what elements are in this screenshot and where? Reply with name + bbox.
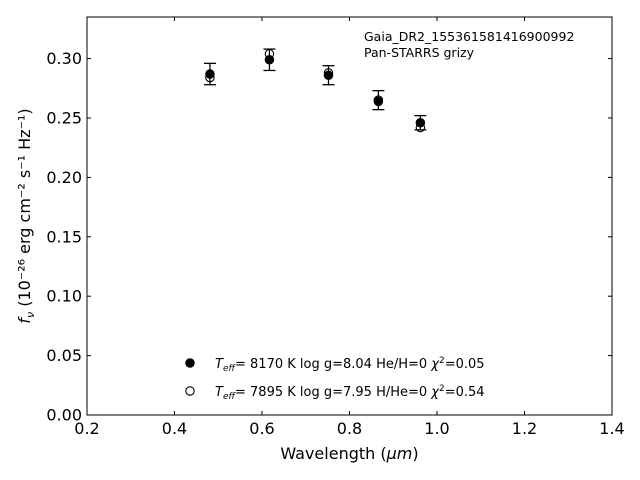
legend-entry-text: Teff= 8170 K log g=8.04 He/H=0 χ2=0.05 [215,356,485,374]
y-tick-label: 0.15 [46,227,82,246]
data-markers [205,49,426,133]
y-axis-label: fν (10⁻²⁶ erg cm⁻² s⁻¹ Hz⁻¹) [15,108,37,323]
x-tick-label: 1.2 [512,419,537,438]
plot-frame [86,16,613,416]
open-marker [415,122,426,133]
x-tick-label: 0.2 [74,419,99,438]
filled-marker [205,69,215,79]
legend-filled-marker [185,358,195,368]
y-tick-label: 0.25 [46,108,82,127]
filled-marker [415,117,426,128]
y-tick-label: 0.05 [46,346,82,365]
y-tick-label: 0.30 [46,49,82,68]
error-bars [203,48,427,131]
legend-open-marker [185,386,195,396]
axis-ticks: 0.2 0.4 0.6 0.8 1.0 1.2 1.4 0.00 0.05 0.10 0.15 0.2… [46,17,625,438]
annotation-object-name: Gaia_DR2_155361581416900992 [364,29,574,44]
x-tick-label: 0.8 [337,419,362,438]
x-tick-label: 1.4 [599,419,624,438]
legend-entry-text: Teff= 7895 K log g=7.95 H/He=0 χ2=0.54 [215,384,485,402]
y-tick-label: 0.00 [46,406,82,425]
y-tick-label: 0.20 [46,168,82,187]
x-axis-label: Wavelength (μm) [280,444,418,463]
filled-marker [323,70,334,80]
x-tick-label: 0.4 [162,419,187,438]
open-marker [373,95,384,105]
x-tick-label: 1.0 [424,419,449,438]
annotation-survey: Pan-STARRS grizy [364,45,475,60]
open-marker [323,68,334,78]
open-marker [264,49,275,59]
y-tick-label: 0.10 [46,287,82,306]
legend: Teff= 8170 K log g=8.04 He/H=0 χ2=0.05 Te… [185,356,485,402]
x-tick-label: 0.6 [249,419,274,438]
open-marker [205,72,215,83]
